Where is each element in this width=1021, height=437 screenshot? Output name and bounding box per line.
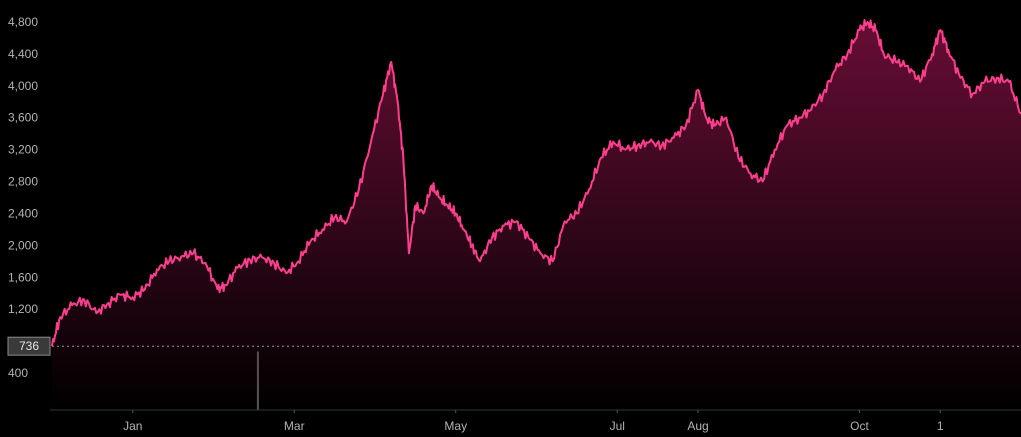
y-axis: 4,800 4,400 4,000 3,600 3,200 2,800 2,400 2,000…: [8, 15, 38, 380]
x-tick-label: Aug: [687, 419, 708, 433]
y-tick-label: 4,800: [8, 15, 38, 29]
x-tick-label: Mar: [284, 419, 305, 433]
reference-label-box: [7, 336, 51, 356]
y-tick-label: 1,200: [8, 302, 38, 316]
x-tick-label: Oct: [850, 419, 869, 433]
x-tick-label: Jul: [610, 419, 625, 433]
reference-label: 736: [19, 339, 39, 353]
y-tick-label: 1,600: [8, 270, 38, 284]
y-tick-label: 3,600: [8, 111, 38, 125]
y-tick-label: 2,000: [8, 238, 38, 252]
y-tick-label: 400: [8, 366, 28, 380]
series-area-fill: [52, 20, 1021, 410]
x-tick-label: 1: [937, 419, 944, 433]
y-tick-label: 2,400: [8, 206, 38, 220]
y-tick-label: 2,800: [8, 175, 38, 189]
y-tick-label: 4,000: [8, 79, 38, 93]
x-tick-label: May: [444, 419, 467, 433]
x-tick-label: Jan: [123, 419, 142, 433]
x-axis: Jan Mar May Jul Aug Oct 1: [123, 410, 944, 433]
series-line: [51, 19, 1021, 347]
y-tick-label: 4,400: [8, 47, 38, 61]
reference-marker: 736: [7, 336, 51, 356]
y-tick-label: 3,200: [8, 143, 38, 157]
